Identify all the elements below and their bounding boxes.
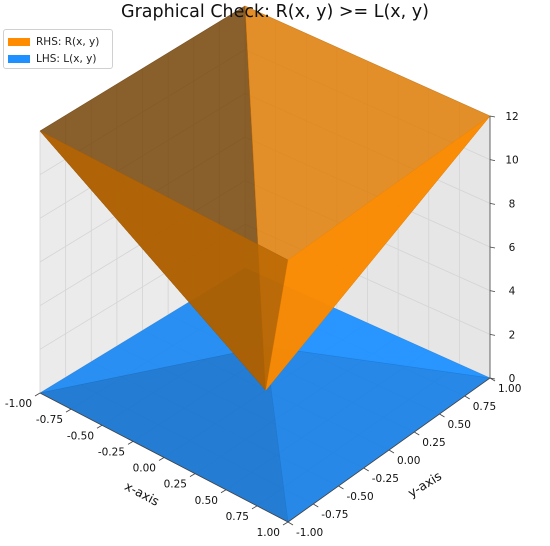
x-tick-label: -0.75 [36,414,63,426]
z-tick-mark [489,115,496,118]
y-tick-label: -0.50 [347,491,374,503]
y-tick-label: 0.50 [448,419,471,431]
y-tick-label: -0.75 [321,509,348,521]
y-tick-mark [414,431,420,436]
x-tick-mark [65,408,72,413]
y-tick-label: 0.00 [397,455,420,467]
z-tick-mark [489,377,496,380]
x-tick-mark [158,457,165,461]
z-tick-label: 0 [509,373,516,385]
x-tick-mark [127,441,134,445]
x-tick-mark [96,424,103,429]
x-tick-label: 0.50 [195,495,218,507]
z-tick-mark [489,333,496,336]
surfaces [39,5,491,523]
y-tick-mark [363,467,369,472]
legend-swatch-rhs [8,37,30,46]
x-tick-mark [220,489,227,494]
y-tick-mark [388,449,395,454]
y-tick-mark [338,485,344,490]
x-axis-label: x-axis [122,478,162,509]
x-tick-label: -0.25 [98,446,125,458]
legend-swatch-lhs [8,54,30,63]
x-tick-label: 1.00 [257,527,280,539]
legend-label-lhs: LHS: L(x, y) [36,52,97,65]
x-tick-label: -0.50 [67,430,94,442]
z-tick-mark [489,159,496,162]
z-tick-mark [489,246,496,249]
x-tick-label: 0.25 [164,479,187,491]
tick-labels: -1.00-0.75-0.50-0.250.000.250.500.751.00… [5,111,522,539]
x-tick-label: 0.00 [133,463,156,475]
z-tick-label: 6 [509,242,516,254]
x-tick-label: -1.00 [5,398,32,410]
x-tick-mark [282,521,289,526]
y-tick-mark [313,503,319,508]
z-tick-label: 12 [505,111,518,123]
x-tick-mark [34,392,41,397]
y-tick-mark [464,395,470,400]
z-tick-label: 10 [505,155,518,167]
y-tick-mark [287,521,294,526]
y-tick-mark [439,413,445,418]
legend: RHS: R(x, y) LHS: L(x, y) [3,29,113,69]
chart-title: Graphical Check: R(x, y) >= L(x, y) [121,2,429,22]
y-tick-label: 1.00 [498,383,521,395]
z-tick-label: 2 [509,329,516,341]
y-axis-label: y-axis [405,468,444,500]
y-tick-label: -0.25 [372,473,399,485]
y-tick-label: 0.25 [422,437,445,449]
z-tick-label: 8 [509,198,516,210]
legend-item-lhs: LHS: L(x, y) [4,50,112,67]
surface-rhs-face [265,115,491,391]
x-tick-mark [251,505,258,510]
y-tick-label: -1.00 [296,527,323,539]
z-tick-label: 4 [509,286,516,298]
x-tick-mark [189,473,196,477]
y-tick-label: 0.75 [473,401,496,413]
legend-item-rhs: RHS: R(x, y) [4,33,112,50]
z-tick-mark [489,202,496,205]
z-tick-mark [489,290,496,293]
legend-label-rhs: RHS: R(x, y) [36,35,100,48]
x-tick-label: 0.75 [226,511,249,523]
